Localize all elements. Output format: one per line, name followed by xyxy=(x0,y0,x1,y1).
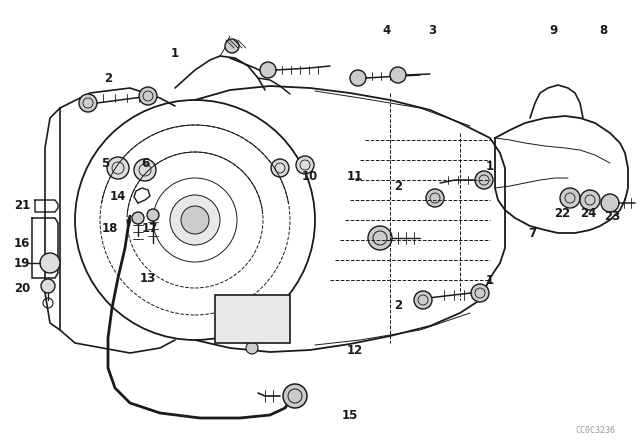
Text: 12: 12 xyxy=(347,344,363,357)
Text: 22: 22 xyxy=(554,207,570,220)
Circle shape xyxy=(580,190,600,210)
Text: 2: 2 xyxy=(394,180,402,193)
Circle shape xyxy=(40,253,60,273)
Text: 24: 24 xyxy=(580,207,596,220)
Text: 1: 1 xyxy=(171,47,179,60)
Circle shape xyxy=(139,87,157,105)
Text: 7: 7 xyxy=(528,227,536,240)
Text: 4: 4 xyxy=(383,23,391,36)
Text: 2: 2 xyxy=(104,72,112,85)
Circle shape xyxy=(296,156,314,174)
Text: 19: 19 xyxy=(14,257,30,270)
Text: 21: 21 xyxy=(14,198,30,211)
Circle shape xyxy=(170,195,220,245)
Circle shape xyxy=(368,226,392,250)
Circle shape xyxy=(181,206,209,234)
Text: 11: 11 xyxy=(347,169,363,182)
Text: 17: 17 xyxy=(142,221,158,234)
Text: 9: 9 xyxy=(549,23,557,36)
Circle shape xyxy=(260,62,276,78)
Text: 14: 14 xyxy=(110,190,126,202)
Circle shape xyxy=(414,291,432,309)
Circle shape xyxy=(390,67,406,83)
Circle shape xyxy=(283,384,307,408)
Circle shape xyxy=(132,212,144,224)
Bar xyxy=(215,295,290,343)
Text: 5: 5 xyxy=(101,156,109,169)
Text: CC0C3236: CC0C3236 xyxy=(575,426,615,435)
Text: 1: 1 xyxy=(486,273,494,287)
Circle shape xyxy=(225,39,239,53)
Circle shape xyxy=(601,194,619,212)
Text: 18: 18 xyxy=(102,221,118,234)
Text: 3: 3 xyxy=(428,23,436,36)
Text: 13: 13 xyxy=(140,271,156,284)
Text: 2: 2 xyxy=(394,298,402,311)
Circle shape xyxy=(271,159,289,177)
Circle shape xyxy=(246,342,258,354)
Text: 8: 8 xyxy=(599,23,607,36)
Text: 10: 10 xyxy=(302,169,318,182)
Circle shape xyxy=(107,157,129,179)
Circle shape xyxy=(471,284,489,302)
Text: 6: 6 xyxy=(141,156,149,169)
Text: 16: 16 xyxy=(14,237,30,250)
Text: 15: 15 xyxy=(342,409,358,422)
Circle shape xyxy=(426,189,444,207)
Circle shape xyxy=(475,171,493,189)
Text: 23: 23 xyxy=(604,210,620,223)
Circle shape xyxy=(560,188,580,208)
Text: 20: 20 xyxy=(14,281,30,294)
Circle shape xyxy=(147,209,159,221)
Text: 1: 1 xyxy=(486,159,494,172)
Circle shape xyxy=(134,159,156,181)
Circle shape xyxy=(41,279,55,293)
Circle shape xyxy=(79,94,97,112)
Circle shape xyxy=(350,70,366,86)
